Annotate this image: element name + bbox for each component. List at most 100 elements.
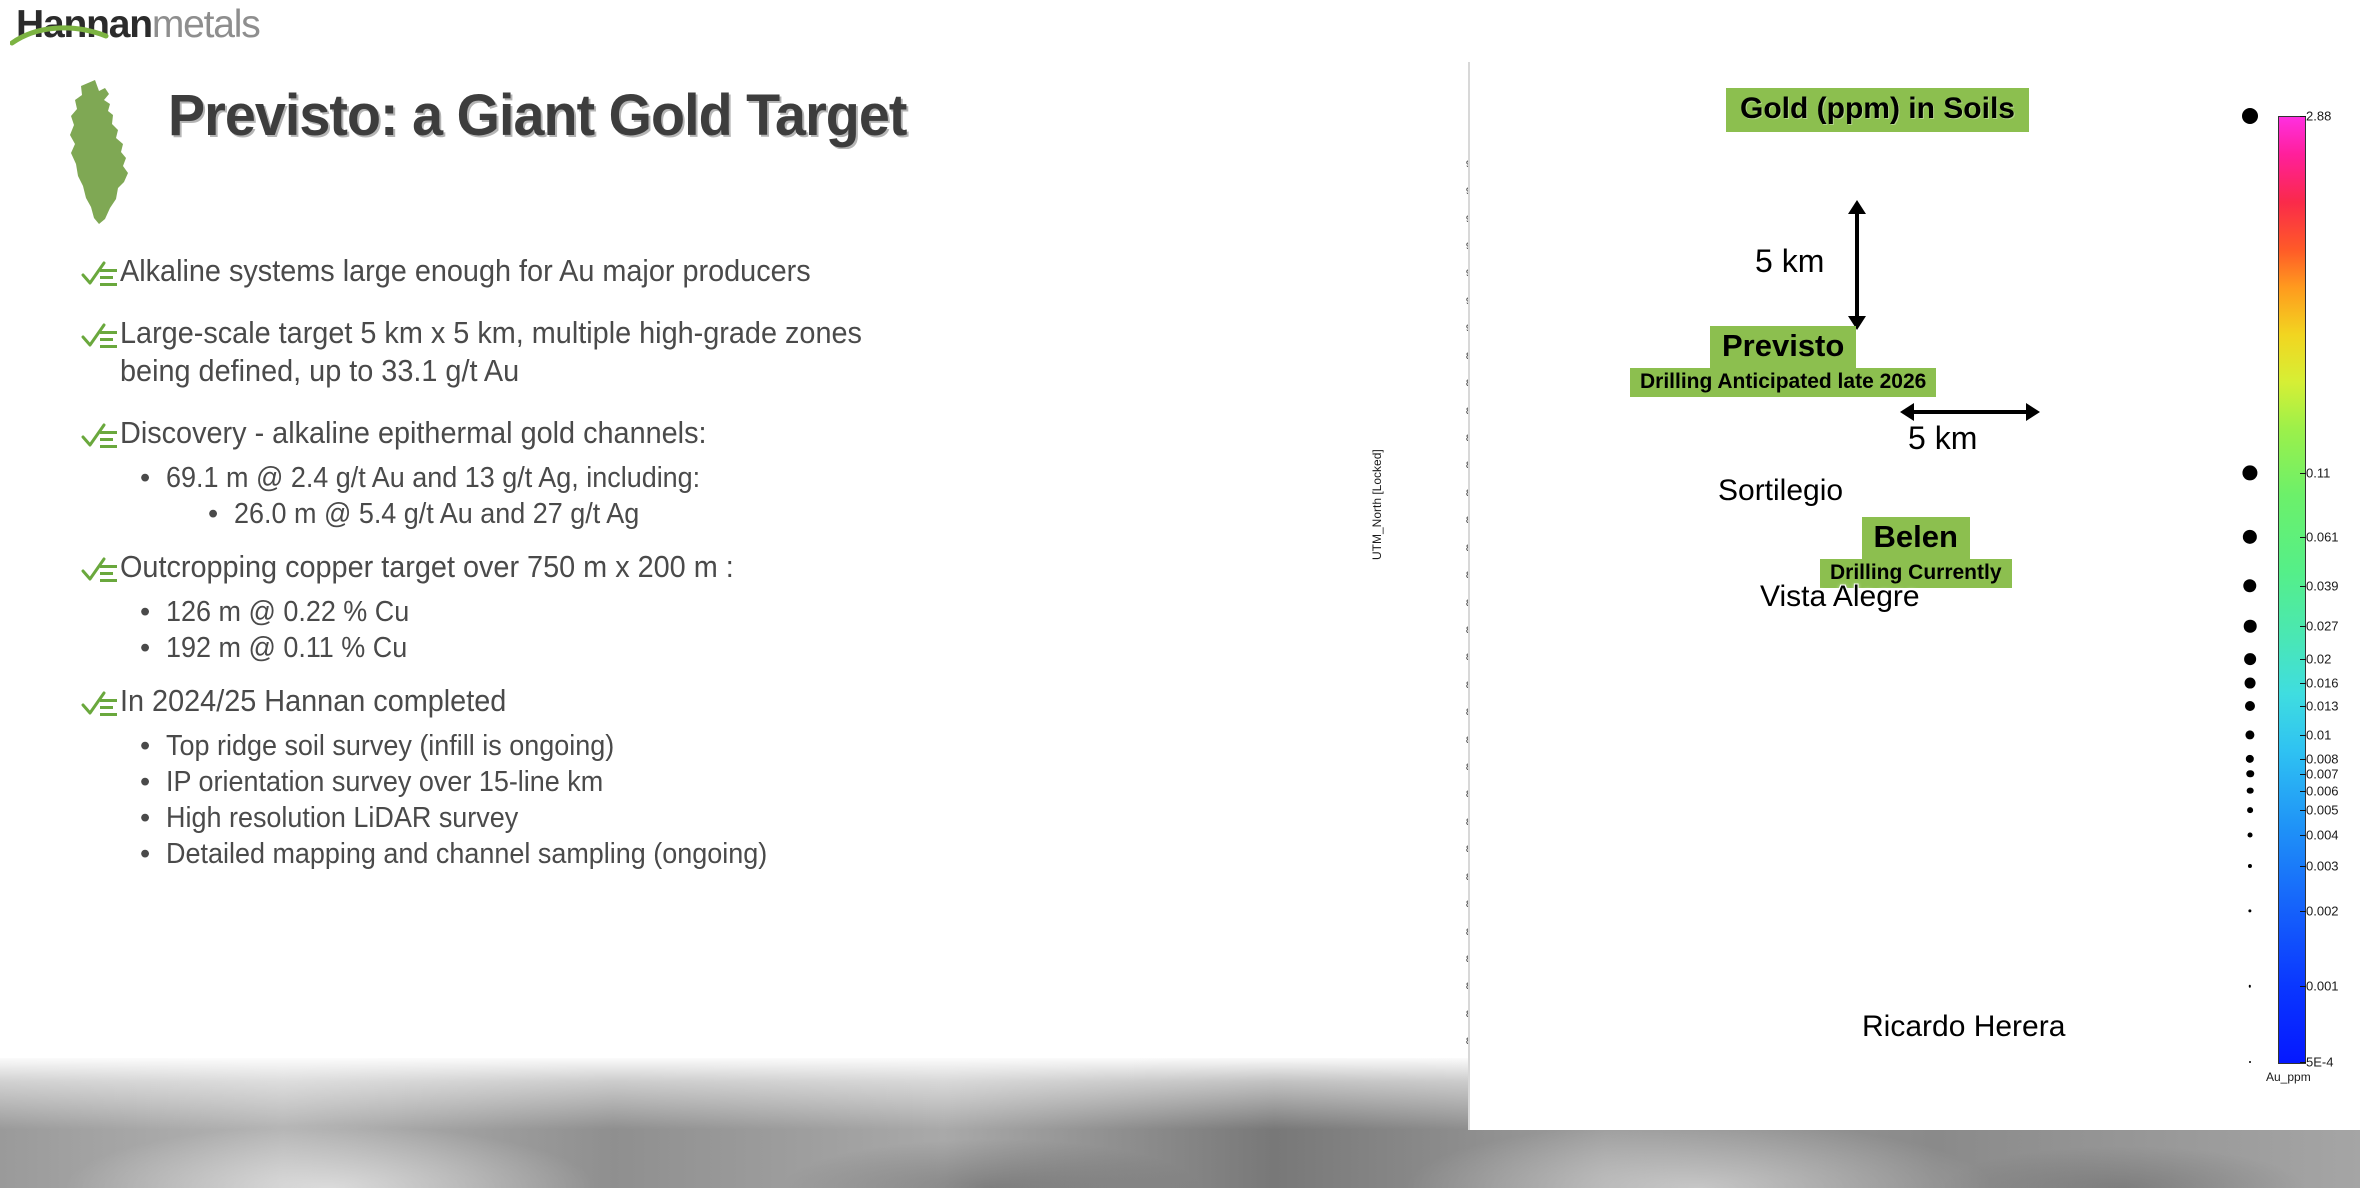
y-axis-title: UTM_North [Locked] — [1370, 449, 1384, 560]
bullet-dot-icon: • — [140, 838, 151, 870]
bullet-text: Large-scale target 5 km x 5 km, multiple… — [120, 315, 862, 388]
soil-geochem-map-panel — [1470, 62, 2360, 1130]
sub-bullet-text: 126 m @ 0.22 % Cu — [166, 596, 410, 628]
vertical-scale-label: 5 km — [1755, 243, 1825, 279]
sub-bullet-text: High resolution LiDAR survey — [166, 802, 519, 834]
colorbar-tick-label: 0.027 — [2306, 618, 2339, 634]
colorbar-size-legend-dot — [2244, 677, 2256, 689]
peru-outline-icon — [70, 80, 128, 224]
sub-bullet-item: • Top ridge soil survey (infill is ongoi… — [140, 728, 985, 764]
colorbar-tick-label: 0.061 — [2306, 529, 2339, 545]
bullet-dot-icon: • — [140, 766, 151, 798]
colorbar-tick-mark — [2300, 116, 2306, 117]
colorbar-tick-mark — [2300, 910, 2306, 912]
target-vista-alegre-label: Vista Alegre — [1760, 580, 1920, 613]
colorbar-tick-label: 0.016 — [2306, 675, 2339, 691]
bullet-item: Large-scale target 5 km x 5 km, multiple… — [80, 314, 985, 390]
bullet-item: Outcropping copper target over 750 m x 2… — [80, 548, 985, 586]
colorbar-size-legend-dot — [2244, 653, 2256, 665]
sub-bullet-item: • 26.0 m @ 5.4 g/t Au and 27 g/t Ag — [208, 496, 985, 532]
target-belen[interactable]: Belen Drilling Currently — [1820, 517, 2012, 588]
colorbar-tick-mark — [2300, 626, 2306, 628]
sub-bullet-text: 192 m @ 0.11 % Cu — [166, 632, 408, 664]
target-sortilegio-label: Sortilegio — [1718, 474, 1844, 507]
colorbar-tick-label: 5E-4 — [2306, 1054, 2334, 1070]
target-belen-label: Belen — [1861, 517, 1970, 559]
bullet-list: Alkaline systems large enough for Au maj… — [80, 252, 985, 872]
colorbar-size-legend-dot — [2242, 108, 2258, 124]
sub-bullet-text: 26.0 m @ 5.4 g/t Au and 27 g/t Ag — [234, 498, 640, 530]
sub-bullet-item: • IP orientation survey over 15-line km — [140, 764, 985, 800]
colorbar-tick-label: 0.004 — [2306, 827, 2339, 843]
target-previsto[interactable]: Previsto Drilling Anticipated late 2026 — [1630, 326, 1937, 397]
colorbar-tick-mark — [2300, 834, 2306, 836]
colorbar-tick-mark — [2300, 1062, 2306, 1063]
sub-bullet-text: IP orientation survey over 15-line km — [166, 766, 604, 798]
colorbar-tick-mark — [2300, 986, 2306, 988]
hannan-metals-logo: Hannanmetals — [10, 3, 261, 46]
bullet-text: In 2024/25 Hannan completed — [120, 683, 507, 718]
bullet-dot-icon: • — [140, 596, 151, 628]
logo-text-bold: Hannan — [16, 3, 153, 46]
colorbar-size-legend-dot — [2243, 619, 2257, 633]
bullet-text: Discovery - alkaline epithermal gold cha… — [120, 415, 707, 450]
map-title-banner: Gold (ppm) in Soils — [1726, 88, 2029, 132]
sub-bullet-item: • High resolution LiDAR survey — [140, 800, 985, 836]
target-ricardo-herera-label: Ricardo Herera — [1862, 1010, 2066, 1043]
colorbar-tick-label: 0.039 — [2306, 578, 2339, 594]
panel-divider — [1468, 62, 1470, 1130]
bullet-item: Discovery - alkaline epithermal gold cha… — [80, 414, 985, 452]
vertical-scale-arrow-icon — [1848, 200, 1866, 330]
swoosh-icon — [10, 25, 109, 46]
bullet-dot-icon: • — [140, 802, 151, 834]
colorbar-size-legend-dot — [2246, 769, 2254, 778]
bullet-dot-icon: • — [208, 498, 219, 530]
colorbar-size-legend-dot — [2247, 832, 2253, 838]
target-previsto-label: Previsto — [1709, 326, 1857, 368]
colorbar-tick-label: 0.008 — [2306, 751, 2339, 767]
colorbar-tick-mark — [2300, 734, 2306, 736]
colorbar-size-legend-dot — [2247, 807, 2253, 814]
bullet-item: In 2024/25 Hannan completed — [80, 682, 985, 720]
target-previsto-sublabel: Drilling Anticipated late 2026 — [1630, 368, 1937, 397]
bullet-dot-icon: • — [140, 730, 151, 762]
colorbar-tick-mark — [2300, 683, 2306, 685]
sub-bullet-text: Detailed mapping and channel sampling (o… — [166, 838, 768, 870]
sub-bullet-item: • 192 m @ 0.11 % Cu — [140, 630, 985, 666]
check-list-icon — [81, 423, 117, 448]
bullet-dot-icon: • — [140, 462, 151, 494]
colorbar-tick-mark — [2300, 706, 2306, 708]
colorbar-size-legend-dot — [2246, 787, 2254, 794]
sub-bullet-item: • Detailed mapping and channel sampling … — [140, 836, 985, 872]
check-list-icon — [81, 691, 117, 716]
colorbar-tick-label: 0.003 — [2306, 858, 2339, 874]
colorbar-tick-label: 0.11 — [2306, 465, 2331, 481]
check-list-icon — [81, 261, 117, 286]
sub-bullet-item: • 69.1 m @ 2.4 g/t Au and 13 g/t Ag, inc… — [140, 460, 985, 496]
colorbar-tick-label: 0.01 — [2306, 727, 2332, 743]
colorbar-tick-mark — [2300, 586, 2306, 587]
colorbar-tick-label: 2.88 — [2306, 108, 2332, 124]
colorbar-tick-label: 0.002 — [2306, 903, 2339, 919]
bullet-item: Alkaline systems large enough for Au maj… — [80, 252, 985, 290]
colorbar-tick-mark — [2300, 790, 2306, 792]
colorbar-tick-mark — [2300, 537, 2306, 539]
colorbar-tick-mark — [2300, 658, 2306, 660]
page-title: Previsto: a Giant Gold Target — [168, 83, 907, 148]
sub-bullet-text: 69.1 m @ 2.4 g/t Au and 13 g/t Ag, inclu… — [166, 462, 701, 494]
colorbar-title: Au_ppm — [2266, 1070, 2311, 1084]
check-list-icon — [81, 323, 117, 348]
colorbar — [2278, 116, 2306, 1064]
horizontal-scale-label: 5 km — [1908, 420, 1978, 456]
sub-bullet-item: • 126 m @ 0.22 % Cu — [140, 594, 985, 630]
colorbar-size-legend-dot — [2249, 1061, 2251, 1063]
colorbar-tick-label: 0.013 — [2306, 698, 2339, 714]
colorbar-tick-label: 0.02 — [2306, 651, 2332, 667]
bullet-text: Alkaline systems large enough for Au maj… — [120, 253, 811, 288]
colorbar-tick-label: 0.006 — [2306, 783, 2339, 798]
bullet-dot-icon: • — [140, 632, 151, 664]
colorbar-gradient — [2279, 117, 2305, 1063]
bullet-text: Outcropping copper target over 750 m x 2… — [120, 549, 734, 584]
colorbar-tick-mark — [2300, 866, 2306, 868]
colorbar-tick-mark — [2300, 472, 2306, 474]
